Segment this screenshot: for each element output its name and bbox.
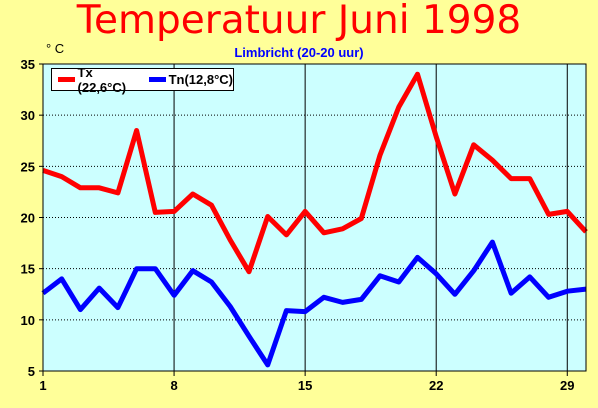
y-tick-label: 20 xyxy=(21,211,35,226)
y-tick-label: 15 xyxy=(21,262,35,277)
x-tick-label: 1 xyxy=(39,378,46,393)
x-tick-label: 8 xyxy=(170,378,177,393)
series-line-tx xyxy=(42,71,588,275)
legend-label-tn: Tn(12,8°C) xyxy=(168,72,233,87)
chart-subtitle: Limbricht (20-20 uur) xyxy=(234,45,364,60)
y-tick-label: 35 xyxy=(21,57,35,72)
legend: Tx (22,6°C) Tn(12,8°C) xyxy=(51,65,234,95)
y-tick-label: 25 xyxy=(21,159,35,174)
x-tick-label: 22 xyxy=(429,378,443,393)
y-tick-label: 30 xyxy=(21,108,35,123)
x-tick-label: 15 xyxy=(298,378,312,393)
legend-swatch-tn xyxy=(149,77,166,82)
y-tick-label: 5 xyxy=(28,364,35,379)
y-tick-label: 10 xyxy=(21,313,35,328)
legend-swatch-tx xyxy=(58,77,75,82)
series-line-tn xyxy=(41,239,587,368)
legend-label-tx: Tx (22,6°C) xyxy=(77,64,127,95)
y-axis-unit: ° C xyxy=(46,41,65,56)
chart-title: Temperatuur Juni 1998 xyxy=(76,0,522,43)
x-tick-label: 29 xyxy=(560,378,574,393)
